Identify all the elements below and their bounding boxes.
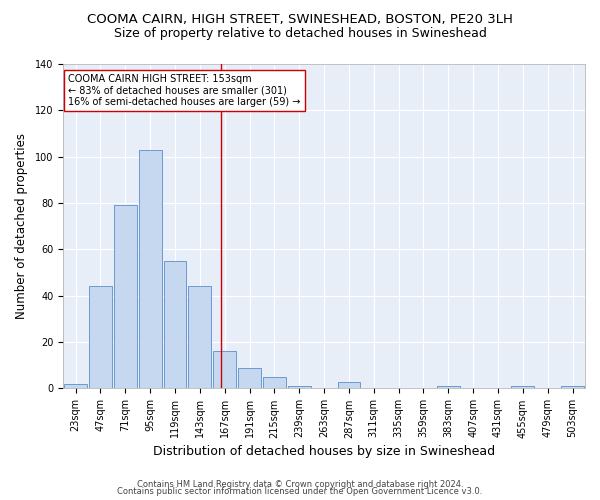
- Bar: [338, 382, 361, 388]
- Bar: [89, 286, 112, 388]
- Text: COOMA CAIRN, HIGH STREET, SWINESHEAD, BOSTON, PE20 3LH: COOMA CAIRN, HIGH STREET, SWINESHEAD, BO…: [87, 12, 513, 26]
- Bar: [263, 377, 286, 388]
- Text: COOMA CAIRN HIGH STREET: 153sqm
← 83% of detached houses are smaller (301)
16% o: COOMA CAIRN HIGH STREET: 153sqm ← 83% of…: [68, 74, 301, 107]
- Text: Contains public sector information licensed under the Open Government Licence v3: Contains public sector information licen…: [118, 488, 482, 496]
- Bar: [164, 261, 187, 388]
- Bar: [139, 150, 161, 388]
- Text: Contains HM Land Registry data © Crown copyright and database right 2024.: Contains HM Land Registry data © Crown c…: [137, 480, 463, 489]
- Y-axis label: Number of detached properties: Number of detached properties: [15, 133, 28, 319]
- Bar: [561, 386, 584, 388]
- Bar: [437, 386, 460, 388]
- Bar: [114, 206, 137, 388]
- Bar: [238, 368, 261, 388]
- Bar: [288, 386, 311, 388]
- Bar: [213, 352, 236, 389]
- Bar: [511, 386, 535, 388]
- Bar: [64, 384, 87, 388]
- Bar: [188, 286, 211, 388]
- X-axis label: Distribution of detached houses by size in Swineshead: Distribution of detached houses by size …: [153, 444, 495, 458]
- Text: Size of property relative to detached houses in Swineshead: Size of property relative to detached ho…: [113, 28, 487, 40]
